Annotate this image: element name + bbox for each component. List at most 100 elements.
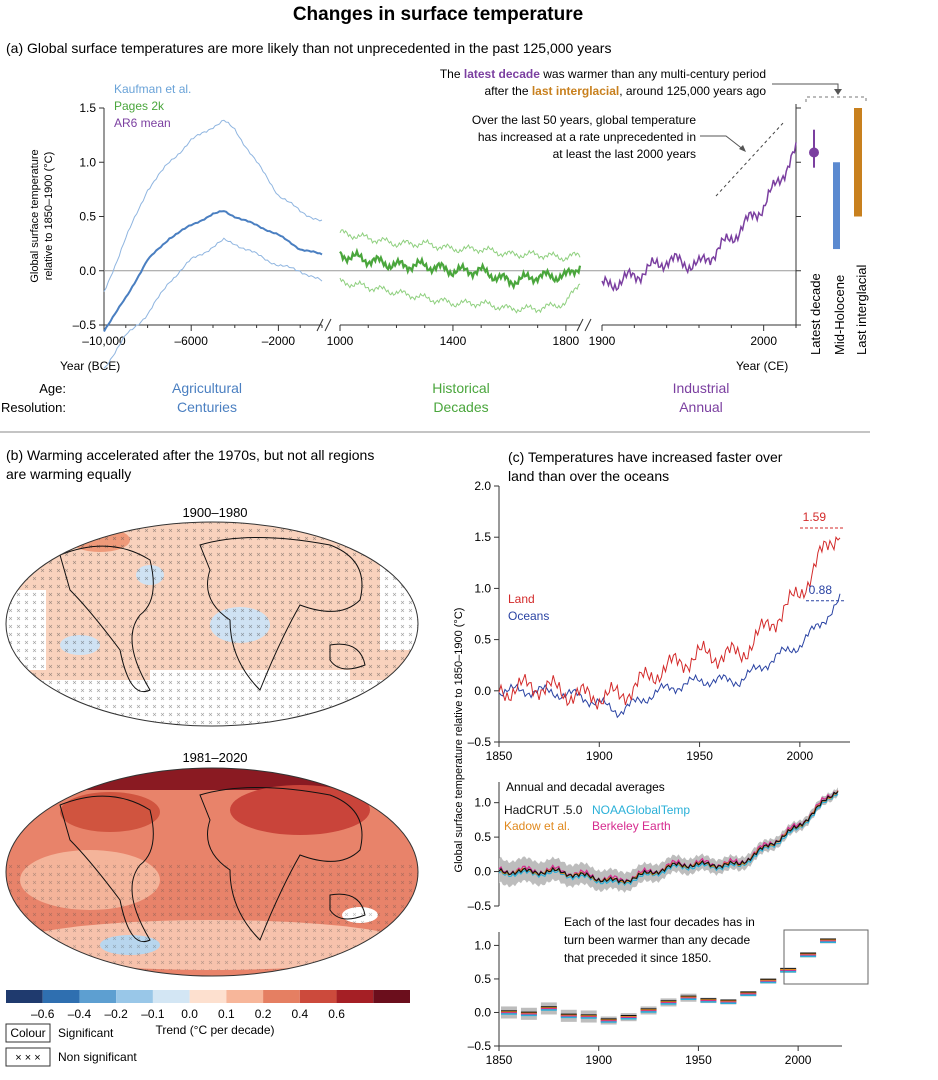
panel-b: (b) Warming accelerated after the 1970s,… <box>5 447 419 1067</box>
map2-title: 1981–2020 <box>182 750 247 765</box>
legend-significant: Significant <box>58 1026 114 1040</box>
c-top-xtick-label: 1950 <box>686 749 713 763</box>
mid-title: Annual and decadal averages <box>506 780 665 794</box>
land-series <box>498 536 841 710</box>
a-xlabel-bce: Year (BCE) <box>60 359 120 373</box>
panel-a-axes: 1.5 1.0 0.5 0.0 –0.5 –10,000 –6000 –2000 Year (B… <box>60 101 801 373</box>
annotation-arrow-50yr <box>700 135 745 151</box>
land-label: Land <box>508 592 535 606</box>
c-top-ytick-label: 2.0 <box>474 479 491 493</box>
c-top-xtick-label: 2000 <box>787 749 814 763</box>
panel-a-ylabel-1: Global surface temperature <box>29 149 41 282</box>
map2-warm-na <box>60 792 160 832</box>
trend-bracket <box>715 121 785 197</box>
c-bot-ytick-label: 0.0 <box>474 1005 491 1019</box>
c-top-xtick-label: 1850 <box>486 749 513 763</box>
label-last-interglacial: Last interglacial <box>854 265 869 355</box>
annotation-arrow-head-decade <box>834 89 842 95</box>
colorbar-tick-label: 0.6 <box>328 1007 345 1021</box>
bracket-interglacial <box>805 96 867 102</box>
colorbar-swatch <box>189 990 227 1003</box>
bot-annot-3: that preceded it since 1850. <box>564 951 711 965</box>
c-top-ytick-label: –0.5 <box>468 735 492 749</box>
bar-latest-decade-point <box>809 147 819 158</box>
colorbar-tick-label: 0.2 <box>255 1007 272 1021</box>
ds-berkeley: Berkeley Earth <box>592 819 671 833</box>
colorbar-swatch <box>152 990 190 1003</box>
a-xlabel-ce: Year (CE) <box>736 359 788 373</box>
kaufman-lower <box>103 237 323 369</box>
ocean-value: 0.88 <box>809 583 833 597</box>
annot-hl-interglacial: last interglacial <box>532 84 619 98</box>
noaa-series <box>498 793 839 887</box>
c-bot-ytick-label: –0.5 <box>468 1039 492 1053</box>
colorbar-tick-label: 0.0 <box>181 1007 198 1021</box>
age-historical: Historical <box>432 380 490 396</box>
c-mid-ytick-label: –0.5 <box>468 899 492 913</box>
pages2k-mean <box>339 247 582 291</box>
colorbar-swatch <box>79 990 117 1003</box>
age-label: Age: <box>39 381 66 396</box>
a-ytick-label: 1.0 <box>79 155 96 169</box>
panel-b-heading-1: (b) Warming accelerated after the 1970s,… <box>6 447 374 463</box>
map1-border <box>5 521 419 727</box>
annot-mid: was warmer than any multi-century period <box>540 67 766 81</box>
a-xtick-label-bce: –10,000 <box>82 334 126 348</box>
c-mid-ytick-label: 0.5 <box>474 830 491 844</box>
c-mid-ytick-label: 1.0 <box>474 796 491 810</box>
res-centuries: Centuries <box>177 399 237 415</box>
c-top-xtick-label: 1900 <box>586 749 613 763</box>
legend-colour-box <box>5 1023 51 1043</box>
legend-kaufman: Kaufman et al. <box>114 82 191 96</box>
map2-hatch <box>6 860 418 970</box>
a-ytick-label: 0.0 <box>79 264 96 278</box>
ds-hadcrut: HadCRUT .5.0 <box>504 803 583 817</box>
map2-arctic <box>6 768 418 790</box>
ar6-mean <box>601 142 797 293</box>
c-top-ytick-label: 1.5 <box>474 530 491 544</box>
uncertainty-band <box>499 787 838 893</box>
a-xtick-label-bce: –6000 <box>175 334 209 348</box>
c-top-ytick-label: 1.0 <box>474 581 491 595</box>
kaufman-upper <box>103 119 323 292</box>
panel-a-heading: (a) Global surface temperatures are more… <box>6 40 611 56</box>
c-bot-xtick-label: 2000 <box>785 1053 812 1067</box>
a-axis-break <box>316 318 332 332</box>
annot-post: , around 125,000 years ago <box>619 84 766 98</box>
colorbar-label: Trend (°C per decade) <box>155 1023 274 1037</box>
bar-last-interglacial <box>854 108 862 217</box>
panel-c-ylabel: Global surface temperature relative to 1… <box>453 608 465 873</box>
res-decades: Decades <box>433 399 488 415</box>
ocean-label: Oceans <box>508 609 549 623</box>
c-bot-xtick-label: 1900 <box>585 1053 612 1067</box>
a-ytick-label: –0.5 <box>73 318 97 332</box>
c-top-ytick-label: 0.0 <box>474 684 491 698</box>
map2-warm-asia <box>230 785 370 835</box>
colorbar-swatch <box>116 990 153 1003</box>
c-mid-ytick-label: 0.0 <box>474 865 491 879</box>
a-ytick-label: 1.5 <box>79 101 96 115</box>
map2-continents <box>59 787 366 942</box>
a-xtick-label-bce: –2000 <box>262 334 296 348</box>
annotation-latest-decade: The latest decade was warmer than any mu… <box>440 67 766 81</box>
annot-hl-latest: latest decade <box>464 67 540 81</box>
colorbar-tick-label: –0.2 <box>105 1007 129 1021</box>
a-xtick-label-ind: 2000 <box>750 334 777 348</box>
annot-pre2: after the <box>484 84 531 98</box>
legend-xxx-box <box>5 1047 51 1067</box>
pages2k-lower <box>339 277 581 314</box>
colorbar-swatch <box>299 990 337 1003</box>
annotation-interglacial: after the last interglacial, around 125,… <box>484 84 766 98</box>
colorbar-swatch <box>6 990 43 1003</box>
colorbar-tick-label: –0.1 <box>141 1007 165 1021</box>
annotation-50yr-2: has increased at a rate unprecedented in <box>478 130 696 144</box>
a-ytick-label: 0.5 <box>79 210 96 224</box>
colorbar-swatch <box>263 990 300 1003</box>
age-agricultural: Agricultural <box>172 380 242 396</box>
map1-title: 1900–1980 <box>182 505 247 520</box>
c-top-ytick-label: 0.5 <box>474 633 491 647</box>
legend-nonsignificant: Non significant <box>58 1050 137 1064</box>
label-latest-decade: Latest decade <box>808 273 823 355</box>
